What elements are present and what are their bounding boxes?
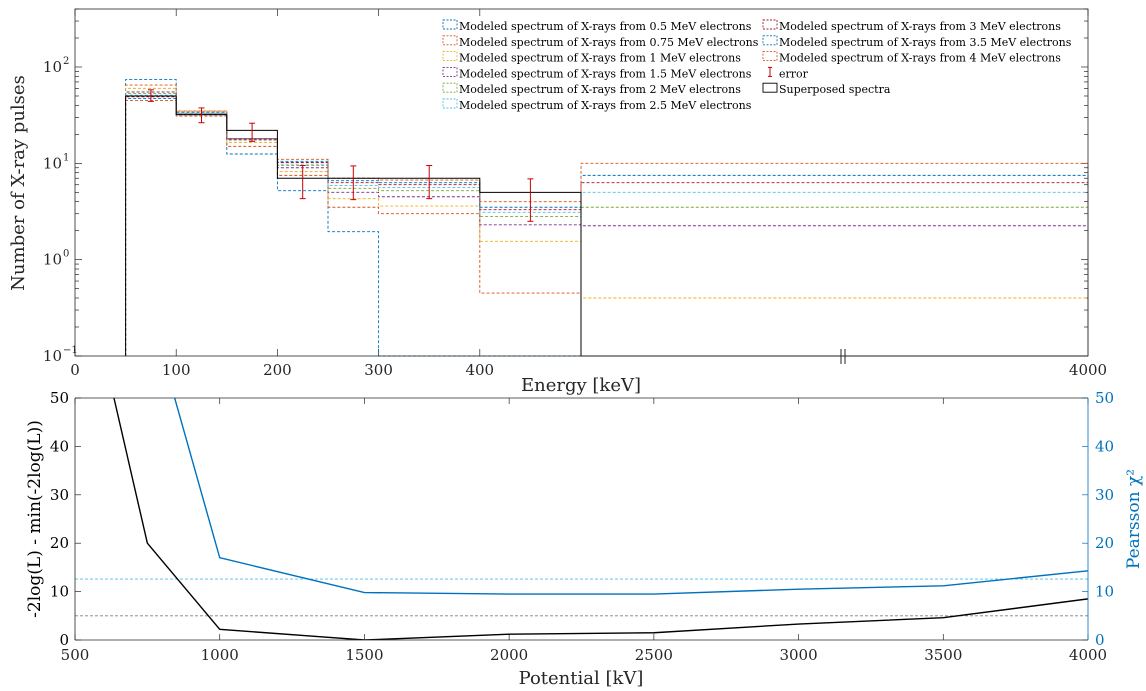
x-tick-label: 200 xyxy=(263,361,292,379)
y-tick-label: 10 xyxy=(43,58,62,76)
legend-label: Modeled spectrum of X-rays from 4 MeV el… xyxy=(779,52,1061,65)
pearson-right-axis-label: Pearsson χ² xyxy=(1124,469,1144,569)
x-tick-label: 500 xyxy=(61,646,90,664)
x-tick-label: 4000 xyxy=(1069,646,1107,664)
spectrum-axes-box xyxy=(74,8,1089,357)
x-tick-label: 2000 xyxy=(490,646,528,664)
spectrum-x-axis-label: Energy [keV] xyxy=(521,375,641,396)
likelihood-panel: 500 1000 1500 2000 2500 3000 3500 4000 01020304… xyxy=(25,389,1144,689)
legend-swatch xyxy=(442,19,458,30)
legend-swatch xyxy=(442,82,458,93)
legend-swatch xyxy=(442,66,458,77)
x-tick-label: 400 xyxy=(465,361,494,379)
right-y-tick-label: 50 xyxy=(1095,389,1114,407)
x-tick-label: 3000 xyxy=(779,646,817,664)
y-tick-label: 10 xyxy=(43,154,62,172)
y-tick-exponent: −1 xyxy=(63,345,78,356)
x-tick-label: 2500 xyxy=(635,646,673,664)
y-tick-exponent: 1 xyxy=(63,152,69,163)
x-tick-label: 100 xyxy=(162,361,191,379)
likelihood-series xyxy=(75,398,1088,640)
legend-label: Superposed spectra xyxy=(779,83,891,96)
right-y-tick-label: 30 xyxy=(1095,486,1114,504)
spectrum-series-9 xyxy=(125,99,1089,356)
legend-label: Modeled spectrum of X-rays from 3 MeV el… xyxy=(779,20,1061,33)
likelihood-x-tick-labels: 500 1000 1500 2000 2500 3000 3500 4000 xyxy=(61,646,1107,664)
potential-x-axis-label: Potential [kV] xyxy=(519,668,644,689)
x-tick-label: 0 xyxy=(70,361,80,379)
legend-label: Modeled spectrum of X-rays from 1.5 MeV … xyxy=(459,67,752,80)
y-tick-label: 10 xyxy=(43,347,62,365)
spectrum-axis-ticks xyxy=(74,8,1089,357)
y-tick-exponent: 0 xyxy=(63,249,69,260)
spectrum-series-2 xyxy=(125,84,1088,357)
y-tick-label: 10 xyxy=(43,251,62,269)
spectrum-series xyxy=(125,79,1089,357)
spectrum-series-10 xyxy=(125,95,1088,357)
spectrum-error-bars xyxy=(147,89,534,222)
right-y-tick-label: 0 xyxy=(1095,631,1105,649)
left-y-tick-label: 20 xyxy=(50,534,69,552)
legend-label: Modeled spectrum of X-rays from 3.5 MeV … xyxy=(779,36,1072,49)
left-y-tick-label: 40 xyxy=(50,437,69,455)
x-tick-label: 1500 xyxy=(345,646,383,664)
legend-swatch xyxy=(762,51,778,62)
left-y-tick-label: 50 xyxy=(50,389,69,407)
right-y-tick-label: 20 xyxy=(1095,534,1114,552)
likelihood-left-tick-labels: 0 10 20 30 40 50 xyxy=(50,389,69,649)
legend-swatch xyxy=(442,35,458,46)
legend-label: Modeled spectrum of X-rays from 0.5 MeV … xyxy=(459,20,752,33)
legend-swatch xyxy=(762,35,778,46)
legend-label: Modeled spectrum of X-rays from 1 MeV el… xyxy=(459,52,741,65)
likelihood-left-axis-label: -2log(L) - min(-2log(L)) xyxy=(25,420,45,618)
right-y-tick-label: 40 xyxy=(1095,437,1114,455)
x-tick-label: 3500 xyxy=(924,646,962,664)
spectrum-x-tick-labels: 0 100 200 300 400 4000 xyxy=(70,361,1107,379)
axis-break-marker xyxy=(840,349,846,364)
legend-swatch xyxy=(762,19,778,30)
legend-label: Modeled spectrum of X-rays from 2 MeV el… xyxy=(459,83,741,96)
spectrum-y-axis-label: Number of X-ray pulses xyxy=(8,75,29,291)
legend-swatch xyxy=(442,98,458,109)
likelihood-line xyxy=(113,398,1088,640)
pearson-chi2-line xyxy=(173,398,1088,595)
left-y-tick-label: 10 xyxy=(50,583,69,601)
likelihood-axis-ticks xyxy=(74,397,1089,641)
legend-swatch xyxy=(442,51,458,62)
right-y-tick-label: 10 xyxy=(1095,583,1114,601)
likelihood-right-tick-labels: 0 10 20 30 40 50 xyxy=(1095,389,1114,649)
spectrum-legend: Modeled spectrum of X-rays from 0.5 MeV … xyxy=(442,19,1072,112)
left-y-tick-label: 0 xyxy=(59,631,69,649)
legend-swatch xyxy=(762,82,778,93)
legend-label-error: error xyxy=(779,67,809,80)
x-tick-label: 1000 xyxy=(201,646,239,664)
legend-label: Modeled spectrum of X-rays from 2.5 MeV … xyxy=(459,99,752,112)
y-tick-exponent: 2 xyxy=(63,56,69,67)
x-tick-label: 300 xyxy=(364,361,393,379)
left-y-tick-label: 30 xyxy=(50,486,69,504)
x-tick-label: 4000 xyxy=(1069,361,1107,379)
legend-label: Modeled spectrum of X-rays from 0.75 MeV… xyxy=(459,36,759,49)
